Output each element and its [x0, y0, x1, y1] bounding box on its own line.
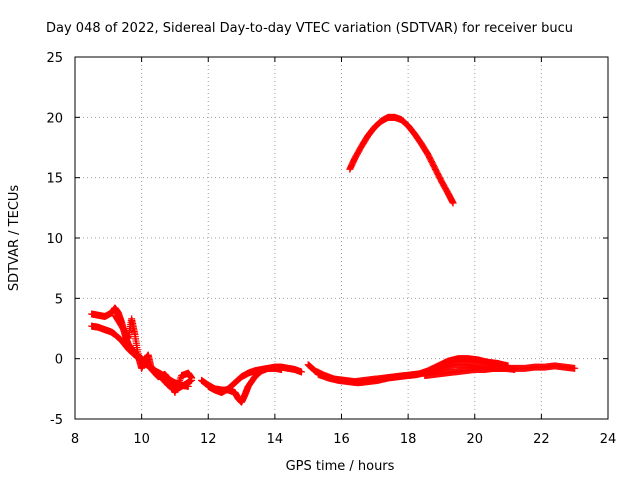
data-point [173, 383, 181, 391]
series-track-e [204, 364, 286, 396]
data-points [88, 113, 579, 406]
x-tick-label: 20 [466, 432, 483, 447]
data-point [174, 382, 182, 390]
x-tick-label: 14 [267, 432, 284, 447]
x-tick-label: 12 [200, 432, 217, 447]
x-tick-label: 24 [600, 432, 617, 447]
y-tick-label: 0 [55, 353, 63, 368]
series-track-c [111, 311, 196, 396]
data-point [176, 375, 184, 383]
series-track-g [314, 355, 512, 387]
data-point [298, 368, 306, 376]
x-tick-label: 10 [133, 432, 150, 447]
plot-frame [74, 56, 609, 420]
x-axis-label: GPS time / hours [286, 459, 395, 474]
data-point [172, 387, 180, 395]
data-point [176, 377, 184, 385]
y-tick-label: 15 [46, 172, 63, 187]
y-tick-label: 5 [55, 292, 63, 307]
series-track-i [346, 113, 457, 207]
chart-title: Day 048 of 2022, Sidereal Day-to-day VTE… [46, 21, 573, 36]
data-point [571, 364, 579, 372]
data-point [188, 374, 196, 382]
y-tick-label: 25 [46, 51, 63, 66]
data-point [171, 388, 179, 396]
y-tick-label: 20 [46, 111, 63, 126]
grid [75, 57, 608, 419]
x-tick-label: 18 [400, 432, 417, 447]
data-point [449, 199, 457, 207]
x-tick-label: 22 [533, 432, 550, 447]
y-axis-label: SDTVAR / TECUs [7, 185, 22, 292]
data-point [174, 380, 182, 388]
x-tick-label: 16 [333, 432, 350, 447]
data-point [278, 366, 286, 374]
data-point [175, 378, 183, 386]
x-tick-label: 8 [71, 432, 79, 447]
data-point [172, 385, 180, 393]
series-track-h [421, 362, 579, 380]
y-tick-label: -5 [50, 413, 63, 428]
axis-ticks: 8 10 12 14 16 18 20 22 24 -5 0 5 10 15 20 25 [46, 51, 616, 447]
y-tick-label: 10 [46, 232, 63, 247]
